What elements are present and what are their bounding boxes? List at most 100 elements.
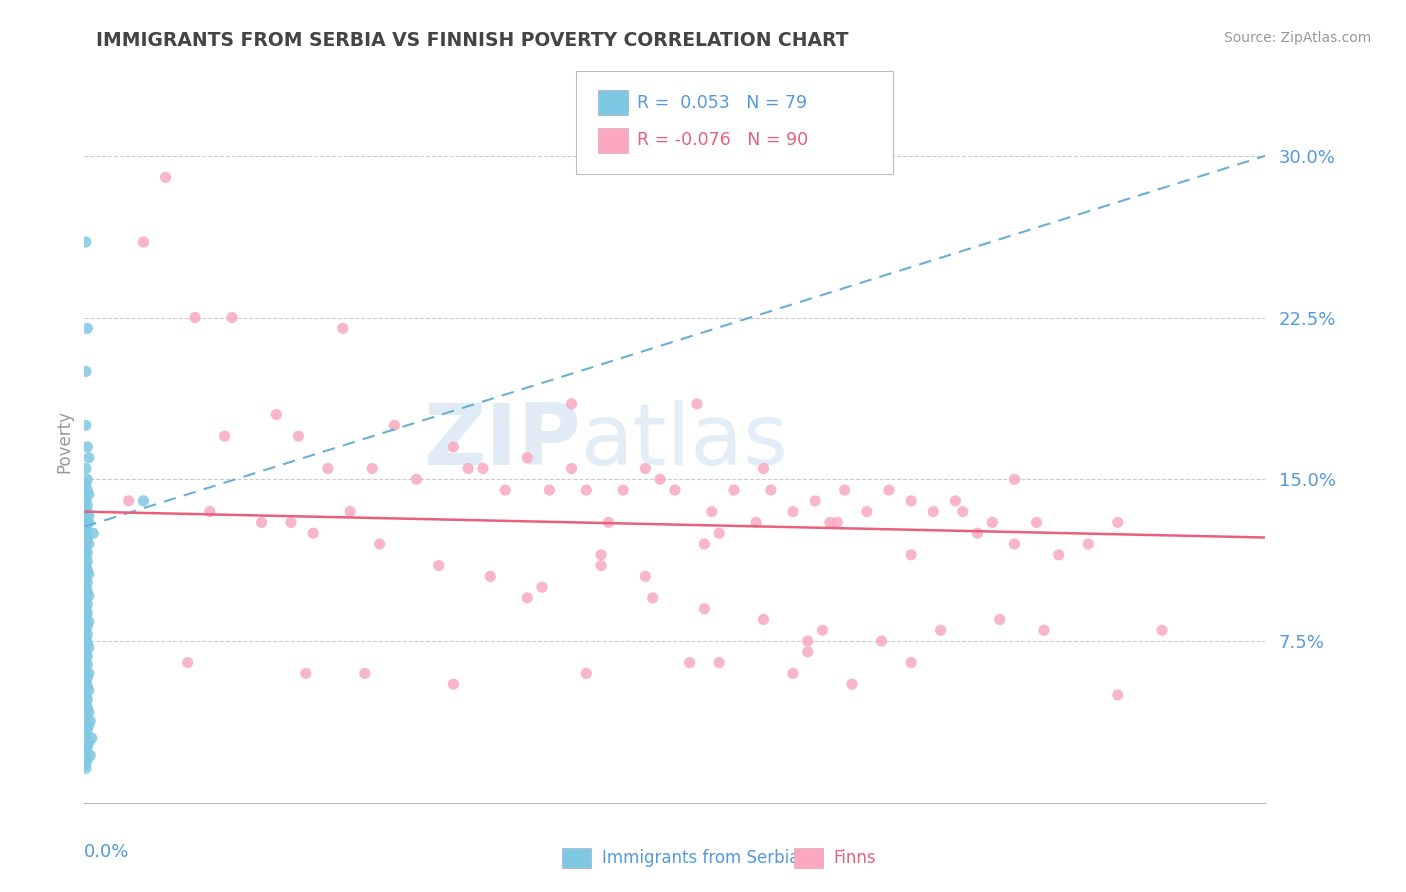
Point: [75, 493, 97, 508]
Point: [664, 483, 686, 497]
Point: [361, 461, 384, 475]
Text: 0.0%: 0.0%: [84, 843, 129, 861]
Point: [759, 483, 782, 497]
Point: [77, 735, 100, 749]
Point: [77, 450, 100, 465]
Text: Source: ZipAtlas.com: Source: ZipAtlas.com: [1223, 31, 1371, 45]
Point: [76, 321, 98, 335]
Point: [76, 606, 98, 620]
Point: [752, 612, 775, 626]
Text: atlas: atlas: [581, 400, 789, 483]
Point: [598, 516, 620, 530]
Point: [641, 591, 664, 605]
Point: [316, 461, 339, 475]
Point: [1004, 537, 1026, 551]
Point: [76, 739, 98, 754]
Point: [76, 701, 98, 715]
Point: [76, 533, 98, 547]
Point: [929, 624, 952, 638]
Point: [75, 610, 97, 624]
Point: [214, 429, 236, 443]
Point: [634, 569, 657, 583]
Point: [75, 653, 97, 667]
Point: [443, 677, 465, 691]
Text: R = -0.076   N = 90: R = -0.076 N = 90: [637, 131, 808, 149]
Point: [77, 615, 100, 629]
Point: [818, 516, 841, 530]
Point: [332, 321, 354, 335]
Point: [77, 516, 100, 530]
Point: [75, 558, 97, 573]
Point: [75, 688, 97, 702]
Point: [132, 493, 155, 508]
Point: [77, 705, 100, 719]
Point: [75, 709, 97, 723]
Point: [76, 563, 98, 577]
Point: [516, 450, 538, 465]
Point: [75, 235, 97, 249]
Point: [686, 397, 709, 411]
Point: [77, 508, 100, 523]
Point: [76, 584, 98, 599]
Point: [900, 656, 922, 670]
Point: [561, 397, 583, 411]
Point: [76, 524, 98, 538]
Point: [900, 493, 922, 508]
Point: [77, 683, 100, 698]
Point: [561, 461, 583, 475]
Point: [76, 671, 98, 685]
Point: [79, 748, 101, 763]
Point: [709, 656, 731, 670]
Point: [479, 569, 502, 583]
Point: [198, 505, 221, 519]
Point: [77, 666, 100, 681]
Point: [79, 714, 101, 728]
Point: [1025, 516, 1047, 530]
Point: [76, 498, 98, 512]
Point: [76, 657, 98, 672]
Point: [382, 418, 406, 433]
Point: [76, 619, 98, 633]
Point: [76, 554, 98, 568]
Point: [75, 744, 97, 758]
Point: [118, 493, 141, 508]
Point: [75, 593, 97, 607]
Point: [494, 483, 516, 497]
Point: [443, 440, 465, 454]
Point: [752, 461, 775, 475]
Point: [1107, 688, 1129, 702]
Point: [75, 572, 97, 586]
Point: [287, 429, 309, 443]
Point: [76, 516, 98, 530]
Point: [302, 526, 325, 541]
Point: [76, 649, 98, 664]
Point: [75, 520, 97, 534]
Point: [877, 483, 900, 497]
Point: [709, 526, 731, 541]
Point: [75, 675, 97, 690]
Point: [1047, 548, 1070, 562]
Point: [132, 235, 155, 249]
Point: [75, 727, 97, 741]
Point: [797, 645, 820, 659]
Point: [184, 310, 207, 325]
Point: [1077, 537, 1099, 551]
Point: [75, 541, 97, 556]
Point: [1004, 472, 1026, 486]
Point: [427, 558, 450, 573]
Point: [155, 170, 177, 185]
Point: [945, 493, 967, 508]
Point: [76, 692, 98, 706]
Point: [856, 505, 879, 519]
Point: [723, 483, 745, 497]
Point: [75, 632, 97, 646]
Point: [250, 516, 273, 530]
Point: [76, 636, 98, 650]
Point: [531, 580, 554, 594]
Point: [75, 697, 97, 711]
Point: [75, 418, 97, 433]
Point: [75, 645, 97, 659]
Point: [782, 505, 804, 519]
Point: [782, 666, 804, 681]
Point: [75, 502, 97, 516]
